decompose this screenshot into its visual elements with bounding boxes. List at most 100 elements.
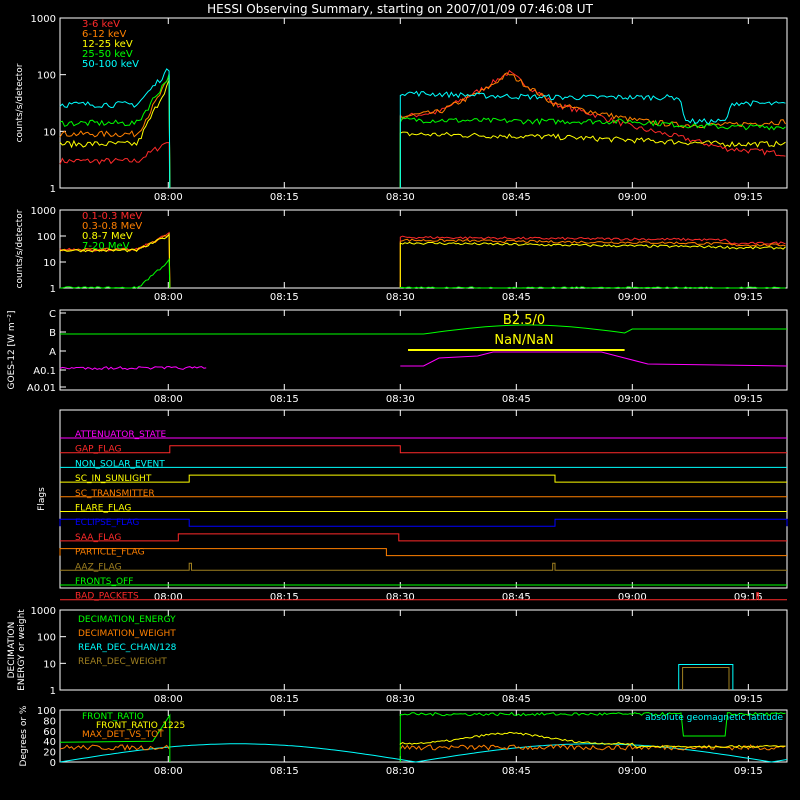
y-tick-label: 1000 — [31, 606, 56, 617]
flag-label: BAD_PACKETS — [75, 592, 139, 602]
panel-frame-5 — [59, 709, 788, 763]
front-ratio-line — [399, 711, 786, 763]
rear-dec-chan-line — [678, 664, 734, 690]
series-line-4-post — [399, 90, 786, 188]
legend-entry: 3-6 keV — [82, 19, 120, 30]
series-line-2-post — [399, 241, 786, 288]
x-tick-label: 08:45 — [502, 766, 531, 777]
y-tick-label: 1 — [50, 686, 56, 697]
flag-label: SAA_FLAG — [75, 533, 121, 543]
panel-frame-3 — [59, 409, 788, 589]
y-tick-label: 10 — [43, 659, 56, 670]
x-tick-label: 08:15 — [270, 766, 299, 777]
legend-entry: 25-50 keV — [82, 49, 133, 60]
series-line-2-post — [399, 131, 786, 188]
y-tick-label: 80 — [43, 716, 56, 727]
x-tick-label: 08:00 — [154, 292, 183, 303]
legend-entry: 6-12 keV — [82, 29, 126, 40]
y-tick-label: 40 — [43, 737, 56, 748]
legend-entry: 0.3-0.8 MeV — [82, 221, 142, 232]
flag-label: FRONTS_OFF — [75, 577, 133, 587]
y-tick-label: B — [49, 328, 56, 339]
series-line-1-pre — [59, 76, 171, 189]
series-line-3-pre — [59, 73, 171, 189]
goes-annotation-nan: NaN/NaN — [494, 333, 553, 348]
y-tick-label: 0 — [50, 758, 56, 769]
flag-label: ECLIPSE_FLAG — [75, 518, 139, 528]
y-tick-label: 100 — [37, 633, 56, 644]
y-tick-label: A0.01 — [27, 383, 56, 394]
series-line-3-pre — [60, 258, 171, 289]
x-tick-label: 08:30 — [386, 592, 415, 603]
x-tick-label: 08:30 — [386, 192, 415, 203]
legend-entry: 7-20 MeV — [82, 241, 130, 252]
x-tick-label: 08:15 — [270, 394, 299, 405]
y-tick-label: A0.1 — [33, 366, 56, 377]
legend-entry: REAR_DEC_WEIGHT — [78, 657, 167, 667]
front-ratio-pre — [59, 713, 171, 762]
x-tick-label: 08:00 — [154, 592, 183, 603]
legend-entry: DECIMATION_ENERGY — [78, 615, 176, 625]
chart-title: HESSI Observing Summary, starting on 200… — [207, 2, 593, 16]
x-tick-label: 09:00 — [618, 766, 647, 777]
y-axis-label: DECIMATION — [7, 622, 17, 679]
rear-dec-weight-line — [682, 666, 730, 690]
flag-label: SC_IN_SUNLIGHT — [75, 474, 152, 484]
flag-line-1 — [60, 445, 787, 454]
x-tick-label: 09:15 — [734, 592, 763, 603]
y-axis-label: counts/s/detector — [15, 63, 25, 142]
x-tick-label: 08:45 — [502, 694, 531, 705]
x-tick-label: 08:15 — [270, 292, 299, 303]
y-tick-label: 1 — [50, 184, 56, 195]
legend-entry: FRONT_RATIO — [82, 712, 144, 722]
x-tick-label: 08:30 — [386, 292, 415, 303]
x-tick-label: 08:45 — [502, 292, 531, 303]
x-tick-label: 08:00 — [154, 192, 183, 203]
goes-short-line-a — [59, 365, 207, 371]
y-tick-label: 1000 — [31, 14, 56, 25]
x-tick-label: 09:00 — [618, 592, 647, 603]
max-det-line — [59, 744, 786, 752]
flag-label: PARTICLE_FLAG — [75, 548, 145, 558]
y-axis-label: Flags — [37, 487, 47, 511]
x-tick-label: 08:00 — [154, 694, 183, 705]
x-tick-label: 09:15 — [734, 292, 763, 303]
y-axis-label: counts/s/detector — [15, 209, 25, 288]
legend-entry: FRONT_RATIO_1225 — [96, 721, 185, 731]
series-line-2-pre — [59, 232, 171, 289]
flag-label: SC_TRANSMITTER — [75, 489, 155, 499]
x-tick-label: 08:30 — [386, 766, 415, 777]
panel-frame-2 — [59, 309, 788, 391]
goes-long-line — [60, 324, 787, 335]
y-tick-label: 100 — [37, 232, 56, 243]
front-ratio-1225-line — [399, 731, 786, 748]
flag-line-11 — [60, 592, 787, 601]
goes-annotation-class: B2.5/0 — [503, 313, 545, 328]
x-tick-label: 08:15 — [270, 192, 299, 203]
y-axis-label: ENERGY or weight — [17, 609, 27, 691]
legend-entry: DECIMATION_WEIGHT — [78, 629, 176, 639]
flag-label: AAZ_FLAG — [75, 562, 122, 572]
x-tick-label: 08:45 — [502, 192, 531, 203]
legend-entry: 12-25 keV — [82, 39, 133, 50]
y-tick-label: 1000 — [31, 206, 56, 217]
latitude-annotation: absolute geomagnetic latitude — [645, 713, 783, 723]
x-tick-label: 08:00 — [154, 394, 183, 405]
x-tick-label: 09:15 — [734, 394, 763, 405]
series-line-0-pre — [59, 142, 171, 189]
series-line-0-post — [399, 69, 786, 188]
flag-label: ATTENUATOR_STATE — [75, 430, 167, 440]
series-line-1-post — [399, 238, 786, 288]
flag-line-9 — [60, 562, 787, 571]
series-line-3-post — [399, 117, 786, 188]
x-tick-label: 08:00 — [154, 766, 183, 777]
x-tick-label: 09:00 — [618, 694, 647, 705]
flag-label: NON_SOLAR_EVENT — [75, 459, 165, 469]
y-tick-label: 20 — [43, 748, 56, 759]
series-line-1-post — [399, 72, 786, 188]
legend-entry: 0.8-7 MeV — [82, 231, 133, 242]
y-tick-label: 1 — [50, 284, 56, 295]
series-line-4-pre — [59, 68, 171, 189]
legend-entry: REAR_DEC_CHAN/128 — [78, 643, 177, 653]
